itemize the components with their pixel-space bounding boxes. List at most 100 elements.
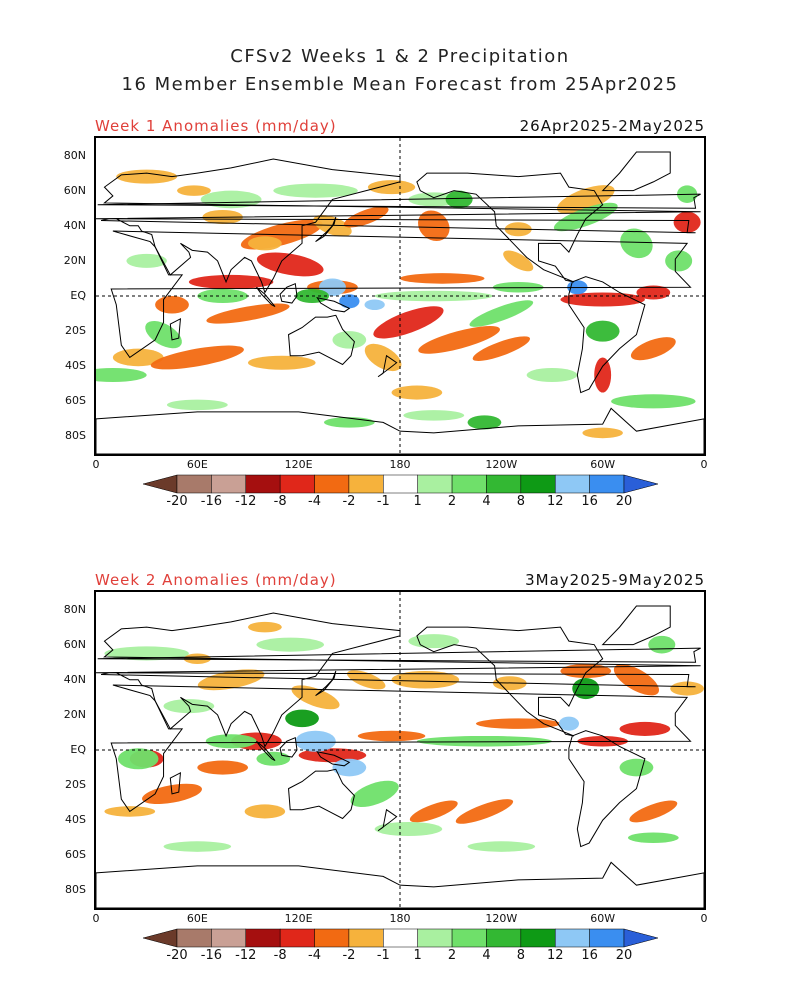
colorbar-swatch [623,928,658,948]
week2-colorbar-tick-label: -16 [200,948,222,963]
anomaly-patch [177,185,211,196]
colorbar-swatch [383,474,418,494]
anomaly-patch [374,821,443,837]
anomaly-patch [628,832,679,844]
coastline [256,286,276,307]
title-line-2: 16 Member Ensemble Mean Forecast from 25… [121,74,679,95]
anomaly-patch [620,228,653,259]
colorbar-swatch [486,474,522,494]
coastline [288,314,355,366]
anomaly-patch [357,730,426,742]
anomaly-patch [455,799,514,824]
week2-colorbar-tick-label: -1 [376,948,390,963]
coastline [169,771,182,795]
anomaly-patch [445,190,473,209]
week2-lat-tick-label: 20S [65,778,86,792]
anomaly-patch [670,681,704,696]
colorbar-swatch [417,928,453,948]
anomaly-patch [116,169,178,184]
colorbar-swatch [211,474,247,494]
colorbar-swatch [520,928,556,948]
week1-dates: 26Apr2025-2May2025 [519,117,705,135]
week2-coastlines [96,605,704,908]
anomaly-patch [503,250,534,272]
anomaly-patch [418,210,450,242]
anomaly-patch [560,663,612,679]
anomaly-patch [248,236,282,251]
colorbar-swatch [211,928,247,948]
anomaly-patch [582,427,623,439]
anomaly-patch [572,678,600,700]
anomaly-patch [403,410,465,421]
anomaly-patch [96,367,147,383]
colorbar-swatch [554,474,590,494]
week1-lat-tick-label: 80S [65,429,86,443]
week1-lat-tick-label: 40N [63,218,86,232]
anomaly-patch [248,621,282,633]
anomaly-patch [560,292,645,307]
coastline [110,230,692,359]
anomaly-patch [343,206,389,228]
colorbar-swatch [486,928,522,948]
week2-label: Week 2 Anomalies (mm/day) [95,571,337,589]
colorbar-swatch [279,474,315,494]
anomaly-patch [629,800,678,823]
colorbar-swatch [589,928,625,948]
week1-colorbar-tick-label: -2 [342,494,356,509]
week2-canvas [96,592,704,908]
anomaly-patch [476,718,561,729]
week1-colorbar-tick-label: -16 [200,494,222,509]
anomaly-patch [339,294,360,309]
colorbar-swatch [383,928,418,948]
anomaly-patch [350,780,399,808]
anomaly-patch [373,306,444,339]
coastline [316,297,351,313]
anomaly-patch [318,278,346,296]
week1-colorbar [143,474,658,494]
coastline [96,861,704,908]
anomaly-patch [256,252,324,277]
coastline [96,158,701,294]
anomaly-patch [200,190,262,209]
week1-colorbar-tick-label: 16 [581,494,598,509]
anomaly-patch [492,281,544,293]
week2-lon-tick-label: 60W [590,912,616,925]
week2-colorbar-tick-label: -4 [308,948,322,963]
week2-colorbar-tick-label: 4 [482,948,491,963]
anomaly-patch [558,716,580,731]
anomaly-patch [409,800,458,823]
anomaly-patch [556,185,615,214]
anomaly-patch [188,274,274,289]
week1-colorbar-tick-label: -8 [273,494,287,509]
week1-lat-tick-label: 20S [65,324,86,338]
week1-lon-tick-label: 0 [92,458,100,471]
colorbar-swatch [451,474,487,494]
anomaly-patch [244,804,286,819]
coastline [256,740,276,761]
colorbar-swatch [417,474,453,494]
colorbar-swatch [451,928,487,948]
week1-colorbar-tick-label: 2 [447,494,457,509]
week2-lon-tick-label: 0 [92,912,100,925]
week1-colorbar-tick-label: -12 [235,494,257,509]
anomaly-patch [145,320,182,349]
colorbar-swatch [245,474,281,494]
anomaly-patch [248,355,316,370]
anomaly-patch [467,841,536,852]
colorbar-swatch [589,474,625,494]
anomaly-patch [594,357,612,393]
anomaly-patch [416,735,552,747]
anomaly-patch [205,734,257,749]
coastline [97,647,701,663]
coastline [279,283,298,304]
colorbar-swatch [143,474,178,494]
colorbar-swatch [623,474,658,494]
week2-lat-tick-label: 40S [65,813,86,827]
colorbar-swatch [520,474,556,494]
colorbar-swatch [176,928,212,948]
anomaly-patch [155,296,189,314]
anomaly-patch [163,841,232,852]
colorbar-swatch [176,474,212,494]
week1-map [94,136,706,456]
colorbar-swatch [314,474,350,494]
